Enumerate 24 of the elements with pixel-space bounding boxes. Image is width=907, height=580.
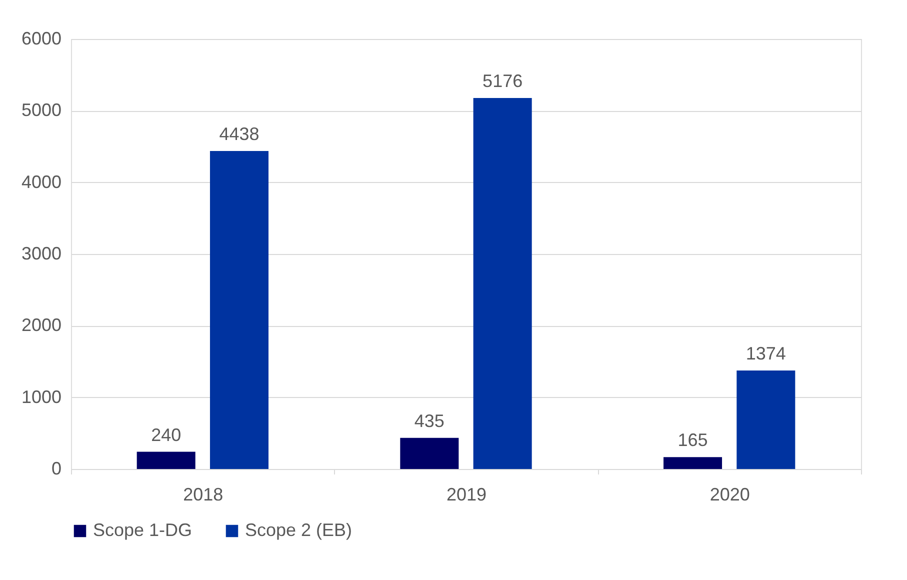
bar <box>136 452 196 469</box>
data-label: 435 <box>414 410 444 431</box>
bar <box>210 150 268 469</box>
x-tick-label: 2018 <box>183 484 224 504</box>
y-tick-label: 0 <box>51 458 62 478</box>
bar <box>736 370 796 469</box>
data-label: 4438 <box>219 124 260 144</box>
bar <box>473 98 532 469</box>
y-tick-label: 5000 <box>21 100 62 120</box>
x-tick-label: 2020 <box>710 484 750 504</box>
y-tick-label: 4000 <box>21 172 62 192</box>
data-label: 1374 <box>746 344 786 364</box>
y-tick-label: 6000 <box>21 28 62 48</box>
data-label: 5176 <box>482 71 523 92</box>
y-tick-label: 3000 <box>21 244 62 264</box>
bar <box>664 457 722 469</box>
legend-label: Scope 2 (EB) <box>245 520 352 540</box>
y-tick-label: 2000 <box>21 315 62 336</box>
data-label: 240 <box>151 424 182 445</box>
x-tick-label: 2019 <box>446 484 487 504</box>
legend-label: Scope 1-DG <box>93 520 192 540</box>
data-label: 165 <box>678 430 708 450</box>
bar <box>400 438 459 469</box>
y-tick-label: 1000 <box>21 386 62 407</box>
